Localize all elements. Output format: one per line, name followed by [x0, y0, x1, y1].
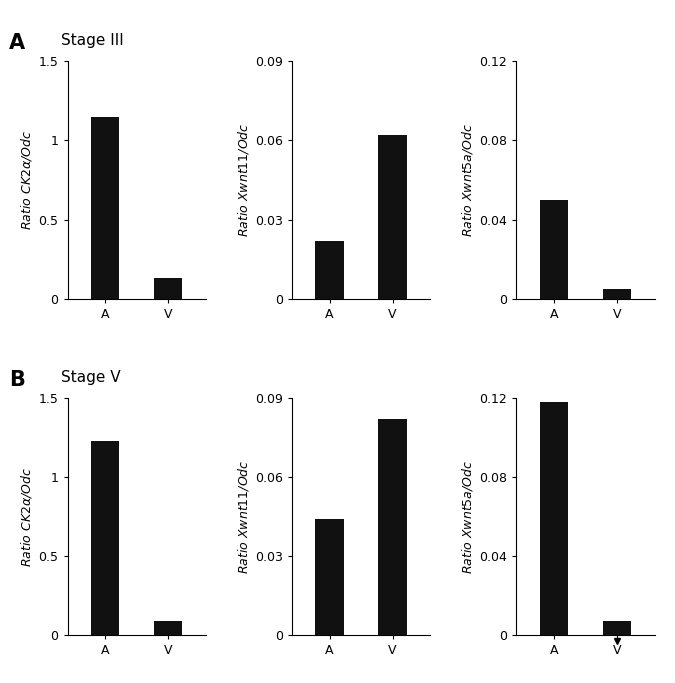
- Bar: [603, 289, 631, 298]
- Bar: [91, 441, 119, 635]
- Bar: [315, 519, 344, 635]
- Text: Stage III: Stage III: [61, 33, 124, 48]
- Bar: [91, 117, 119, 298]
- Y-axis label: Ratio $CK2\alpha$/$Odc$: Ratio $CK2\alpha$/$Odc$: [20, 130, 34, 230]
- Y-axis label: Ratio $Xwnt11$/$Odc$: Ratio $Xwnt11$/$Odc$: [236, 460, 251, 574]
- Bar: [540, 199, 568, 298]
- Text: Stage V: Stage V: [61, 370, 120, 385]
- Text: B: B: [9, 370, 25, 390]
- Bar: [154, 621, 182, 635]
- Bar: [154, 278, 182, 298]
- Bar: [603, 622, 631, 635]
- Text: A: A: [9, 33, 26, 53]
- Y-axis label: Ratio $CK2\alpha$/$Odc$: Ratio $CK2\alpha$/$Odc$: [20, 466, 34, 567]
- Bar: [315, 240, 344, 298]
- Bar: [379, 419, 407, 635]
- Bar: [379, 135, 407, 298]
- Bar: [540, 402, 568, 635]
- Y-axis label: Ratio $Xwnt5a$/$Odc$: Ratio $Xwnt5a$/$Odc$: [460, 460, 475, 574]
- Y-axis label: Ratio $Xwnt5a$/$Odc$: Ratio $Xwnt5a$/$Odc$: [460, 123, 475, 237]
- Y-axis label: Ratio $Xwnt11$/$Odc$: Ratio $Xwnt11$/$Odc$: [236, 123, 251, 237]
